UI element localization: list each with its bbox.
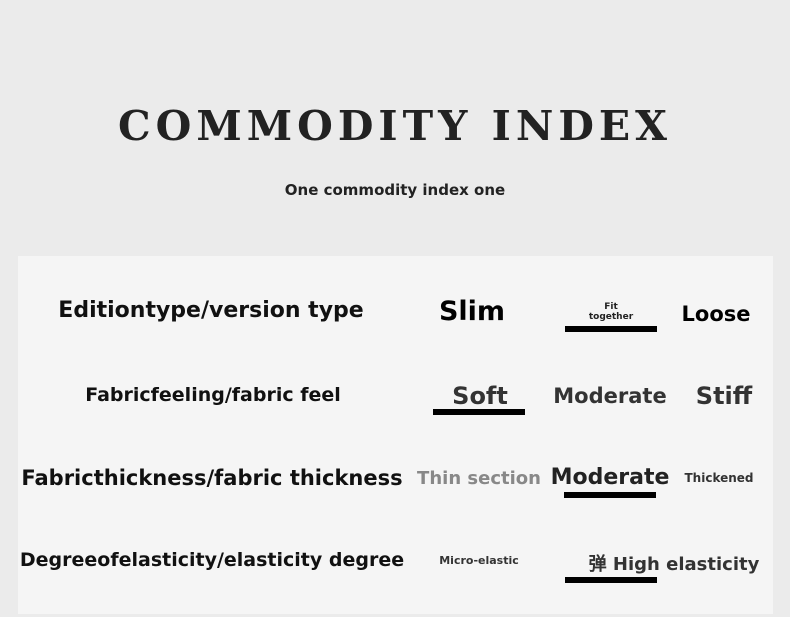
index-panel [18, 256, 773, 614]
page-title: COMMODITY INDEX [118, 102, 672, 150]
selected-indicator [565, 577, 657, 583]
row-label-version-type: Editiontype/version type [58, 298, 364, 323]
row-label-fabric-thickness: Fabricthickness/fabric thickness [21, 466, 403, 490]
option-stiff: Stiff [695, 382, 753, 410]
option-soft: Soft [452, 382, 508, 410]
option-moderate: Moderate [553, 384, 667, 408]
row-label-elasticity-degree: Degreeofelasticity/elasticity degree [19, 549, 405, 571]
row-label-fabric-feel: Fabricfeeling/fabric feel [85, 384, 341, 406]
selected-indicator [433, 409, 525, 415]
option-moderate: Moderate [550, 465, 670, 490]
option-thickened: Thickened [684, 471, 754, 485]
option-micro-elastic: Micro-elastic [439, 554, 519, 567]
option-slim: Slim [438, 296, 506, 327]
option-high-elasticity: 弹 High elasticity [588, 554, 760, 575]
option-fit-together: Fit together [588, 302, 634, 322]
option-thin-section: Thin section [417, 468, 541, 489]
selected-indicator [565, 326, 657, 332]
selected-indicator [564, 492, 656, 498]
option-loose: Loose [681, 302, 751, 326]
page-subtitle: One commodity index one [284, 181, 506, 199]
